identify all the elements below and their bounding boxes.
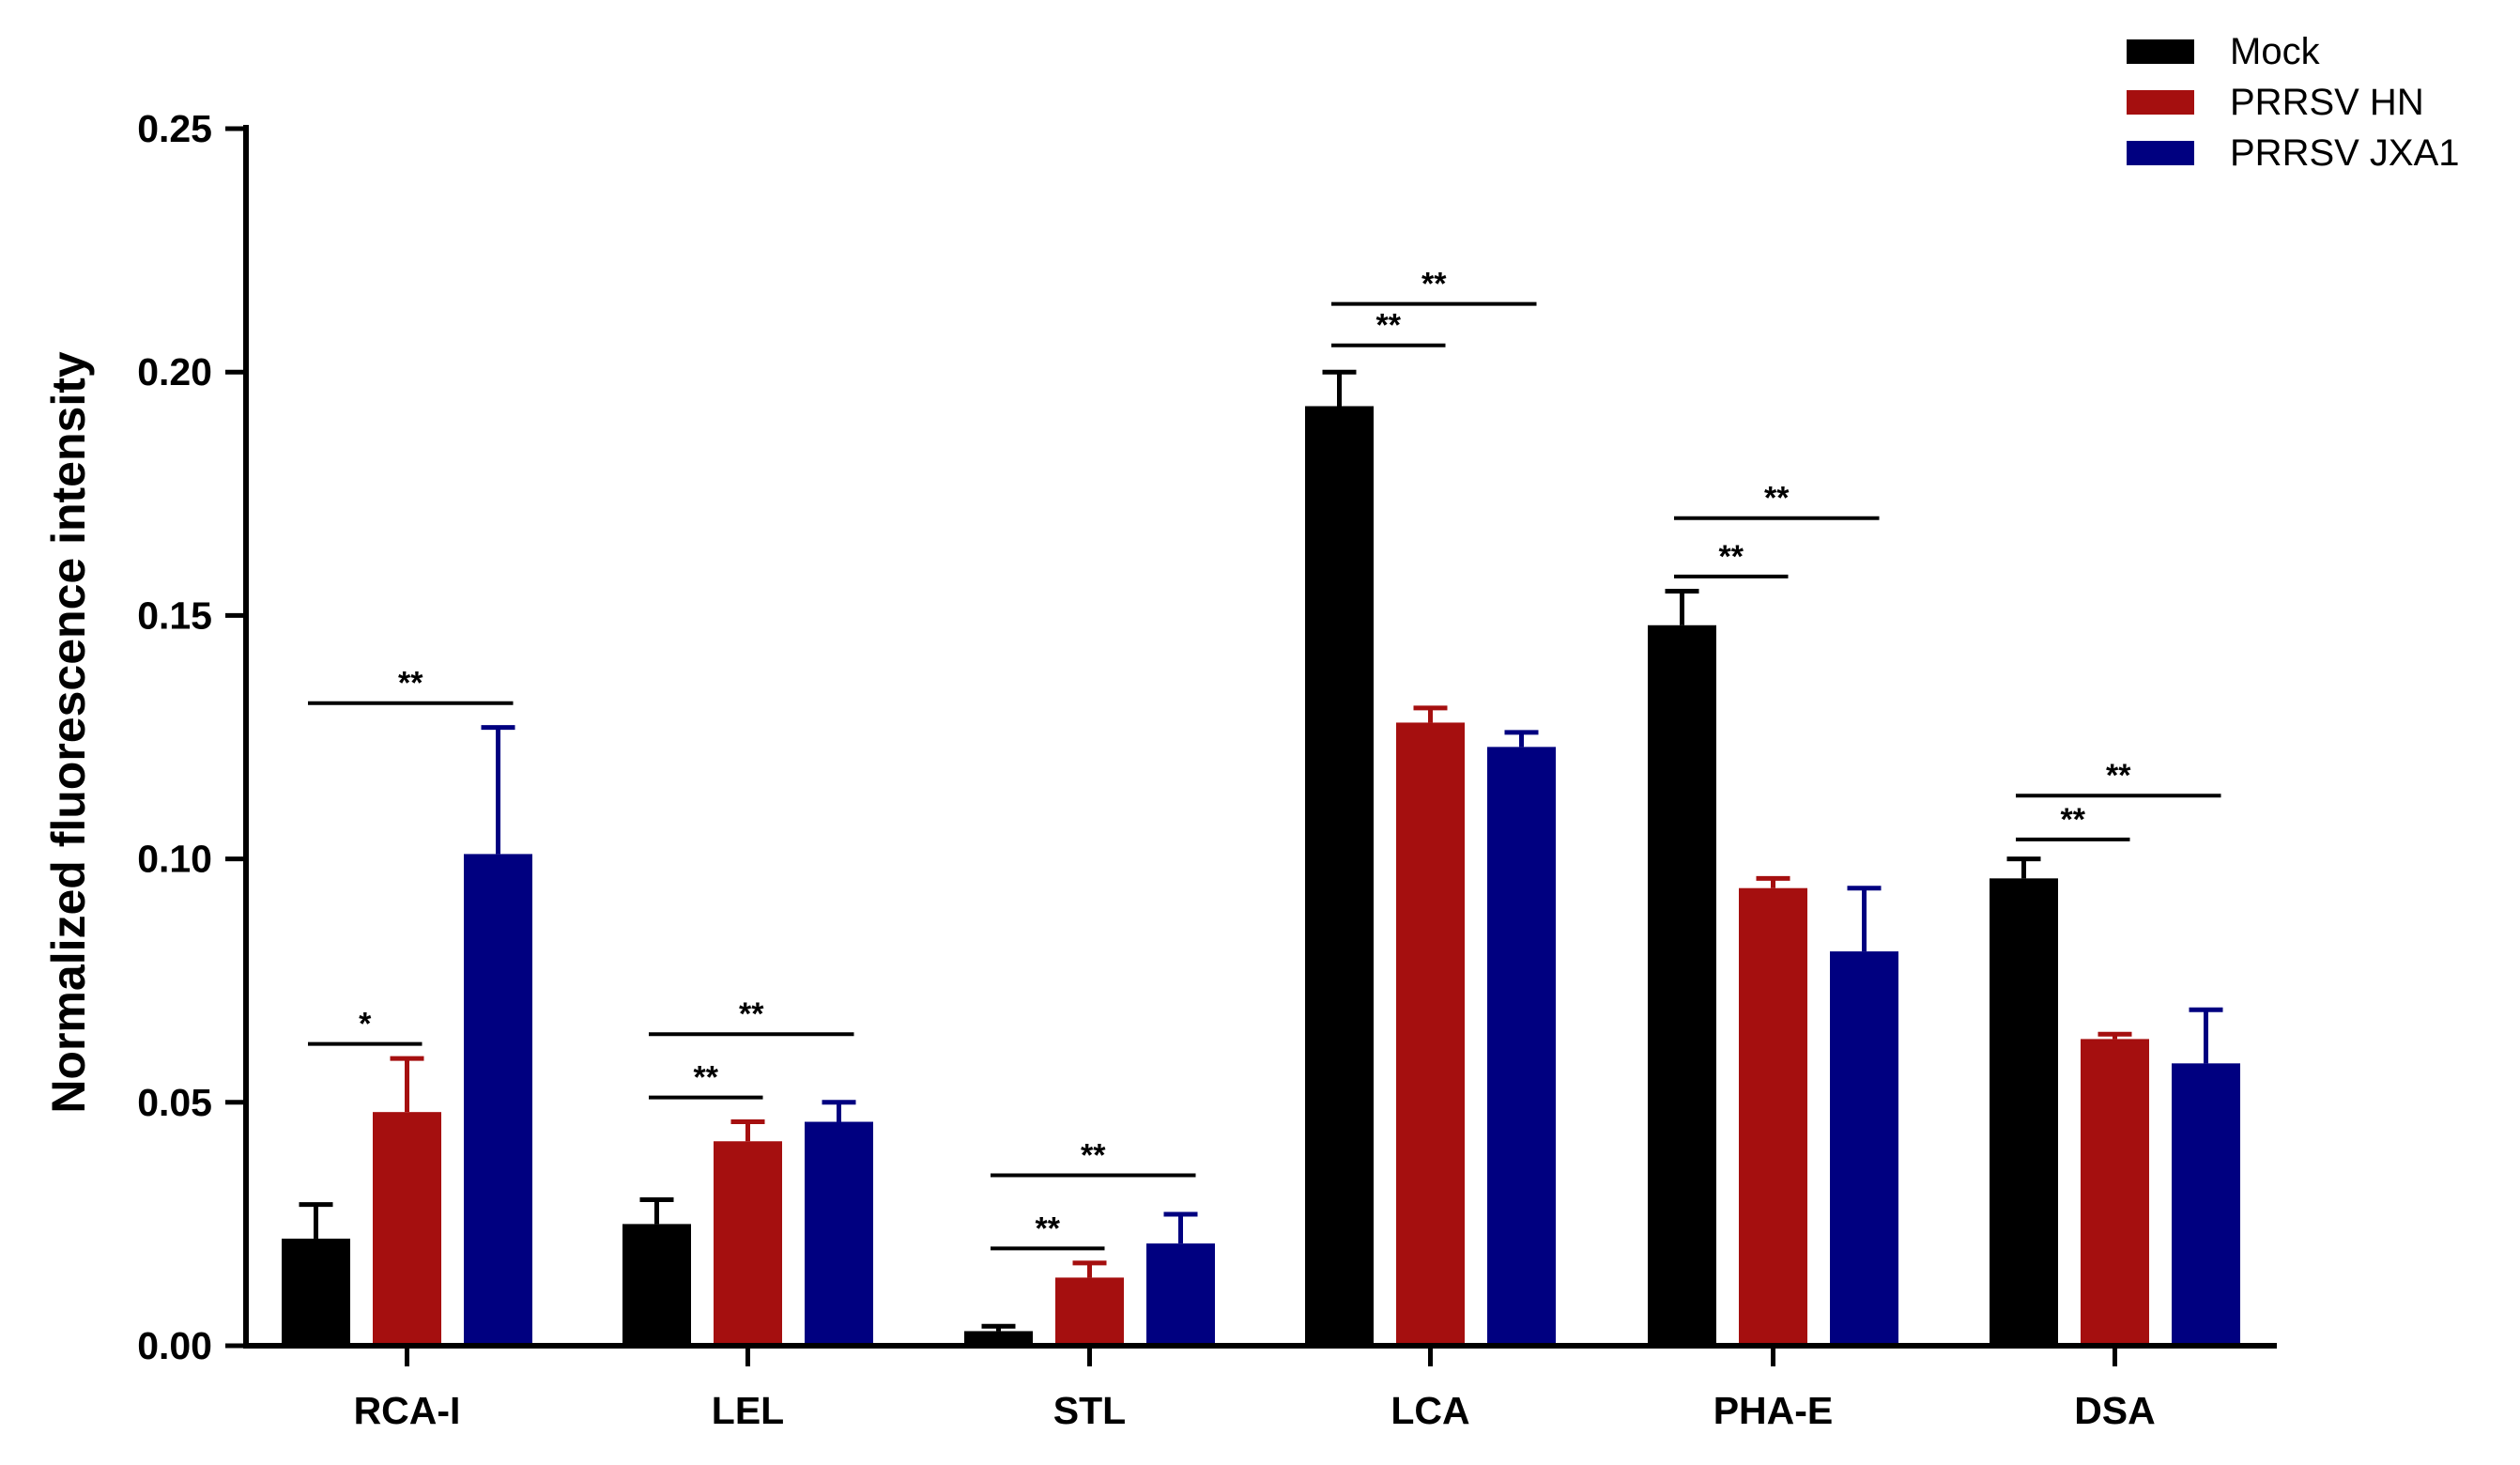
error-bar bbox=[1163, 1211, 1198, 1244]
bar-rca-i-series-1 bbox=[282, 1238, 350, 1346]
significance-marker: ** bbox=[2016, 802, 2130, 841]
significance-label: ** bbox=[2106, 758, 2131, 794]
significance-label: ** bbox=[398, 666, 423, 702]
significance-label: ** bbox=[694, 1060, 719, 1096]
significance-marker: ** bbox=[649, 1060, 763, 1100]
error-bar bbox=[981, 1323, 1016, 1332]
bar-dsa-series-2 bbox=[2081, 1039, 2149, 1346]
significance-marker: * bbox=[308, 1007, 423, 1046]
error-bar bbox=[481, 725, 515, 855]
significance-marker: ** bbox=[991, 1211, 1105, 1251]
significance-label: * bbox=[359, 1007, 372, 1042]
error-bar bbox=[1756, 875, 1790, 888]
significance-label: ** bbox=[1081, 1138, 1106, 1174]
legend-label: PRRSV JXA1 bbox=[2230, 132, 2460, 174]
error-bar bbox=[822, 1100, 856, 1122]
error-bar bbox=[1504, 730, 1539, 748]
legend-label: Mock bbox=[2230, 31, 2321, 72]
x-tick-label: LCA bbox=[1391, 1389, 1469, 1432]
bar-lca-series-1 bbox=[1305, 406, 1374, 1346]
y-tick-label: 0.05 bbox=[137, 1081, 212, 1124]
bar-lel-series-3 bbox=[805, 1121, 873, 1346]
significance-label: ** bbox=[1764, 481, 1790, 517]
bar-stl-series-1 bbox=[964, 1331, 1033, 1346]
significance-label: ** bbox=[1421, 267, 1447, 302]
x-tick-label: RCA-I bbox=[354, 1389, 461, 1432]
y-tick-label: 0.10 bbox=[137, 838, 212, 881]
bar-pha-e-series-2 bbox=[1739, 887, 1807, 1346]
significance-marker: ** bbox=[649, 996, 854, 1037]
legend-swatch bbox=[2127, 90, 2194, 115]
error-bar bbox=[1072, 1260, 1107, 1278]
legend: Mock PRRSV HN PRRSV JXA1 bbox=[2127, 31, 2460, 174]
x-tick-label: LEL bbox=[712, 1389, 784, 1432]
significance-label: ** bbox=[739, 996, 764, 1032]
legend-swatch bbox=[2127, 39, 2194, 64]
legend-item: Mock bbox=[2127, 31, 2321, 72]
significance-layer: *********************** bbox=[308, 267, 2221, 1251]
significance-marker: ** bbox=[991, 1138, 1196, 1178]
bar-lel-series-1 bbox=[622, 1224, 691, 1346]
significance-marker: ** bbox=[2016, 758, 2221, 798]
legend-swatch bbox=[2127, 141, 2194, 165]
error-bar bbox=[1413, 705, 1448, 723]
legend-label: PRRSV HN bbox=[2230, 82, 2424, 123]
bar-pha-e-series-3 bbox=[1830, 951, 1898, 1346]
x-tick-label: STL bbox=[1053, 1389, 1126, 1432]
error-bar bbox=[2006, 856, 2041, 879]
error-bar bbox=[1665, 588, 1699, 625]
bar-dsa-series-1 bbox=[1990, 878, 2058, 1346]
error-bar bbox=[1322, 369, 1357, 407]
error-bar bbox=[2097, 1031, 2132, 1040]
legend-item: PRRSV JXA1 bbox=[2127, 132, 2460, 174]
x-tick-label: DSA bbox=[2074, 1389, 2156, 1432]
significance-marker: ** bbox=[1674, 539, 1789, 578]
error-bar bbox=[1847, 886, 1882, 952]
significance-label: ** bbox=[1036, 1211, 1061, 1246]
significance-marker: ** bbox=[1331, 308, 1446, 347]
significance-marker: ** bbox=[1331, 267, 1537, 306]
significance-marker: ** bbox=[1674, 481, 1880, 520]
y-tick-label: 0.00 bbox=[137, 1324, 212, 1367]
y-tick-label: 0.15 bbox=[137, 594, 212, 637]
bar-stl-series-3 bbox=[1146, 1243, 1215, 1346]
bar-dsa-series-3 bbox=[2172, 1063, 2240, 1346]
y-tick-label: 0.25 bbox=[137, 107, 212, 150]
error-bar bbox=[299, 1202, 333, 1239]
significance-marker: ** bbox=[308, 666, 514, 705]
legend-item: PRRSV HN bbox=[2127, 82, 2424, 123]
significance-label: ** bbox=[1719, 539, 1744, 575]
y-axis-title: Normalized fluorescence intensity bbox=[42, 351, 95, 1114]
bar-stl-series-2 bbox=[1055, 1277, 1124, 1346]
error-bars-layer bbox=[299, 369, 2223, 1332]
bars-layer bbox=[282, 406, 2240, 1346]
error-bar bbox=[390, 1056, 424, 1113]
y-tick-label: 0.20 bbox=[137, 350, 212, 393]
x-tick-label: PHA-E bbox=[1713, 1389, 1834, 1432]
bar-lca-series-2 bbox=[1396, 722, 1465, 1346]
significance-label: ** bbox=[2061, 802, 2086, 838]
error-bar bbox=[2189, 1007, 2223, 1064]
axes-layer: Normalized fluorescence intensity 0.00 0.… bbox=[42, 107, 2277, 1432]
bar-rca-i-series-2 bbox=[373, 1112, 441, 1346]
error-bar bbox=[639, 1196, 674, 1225]
bar-pha-e-series-1 bbox=[1648, 625, 1716, 1346]
bar-lel-series-2 bbox=[714, 1141, 782, 1346]
error-bar bbox=[730, 1119, 765, 1142]
bar-rca-i-series-3 bbox=[464, 854, 532, 1346]
significance-label: ** bbox=[1376, 308, 1402, 344]
bar-lca-series-3 bbox=[1487, 747, 1556, 1346]
